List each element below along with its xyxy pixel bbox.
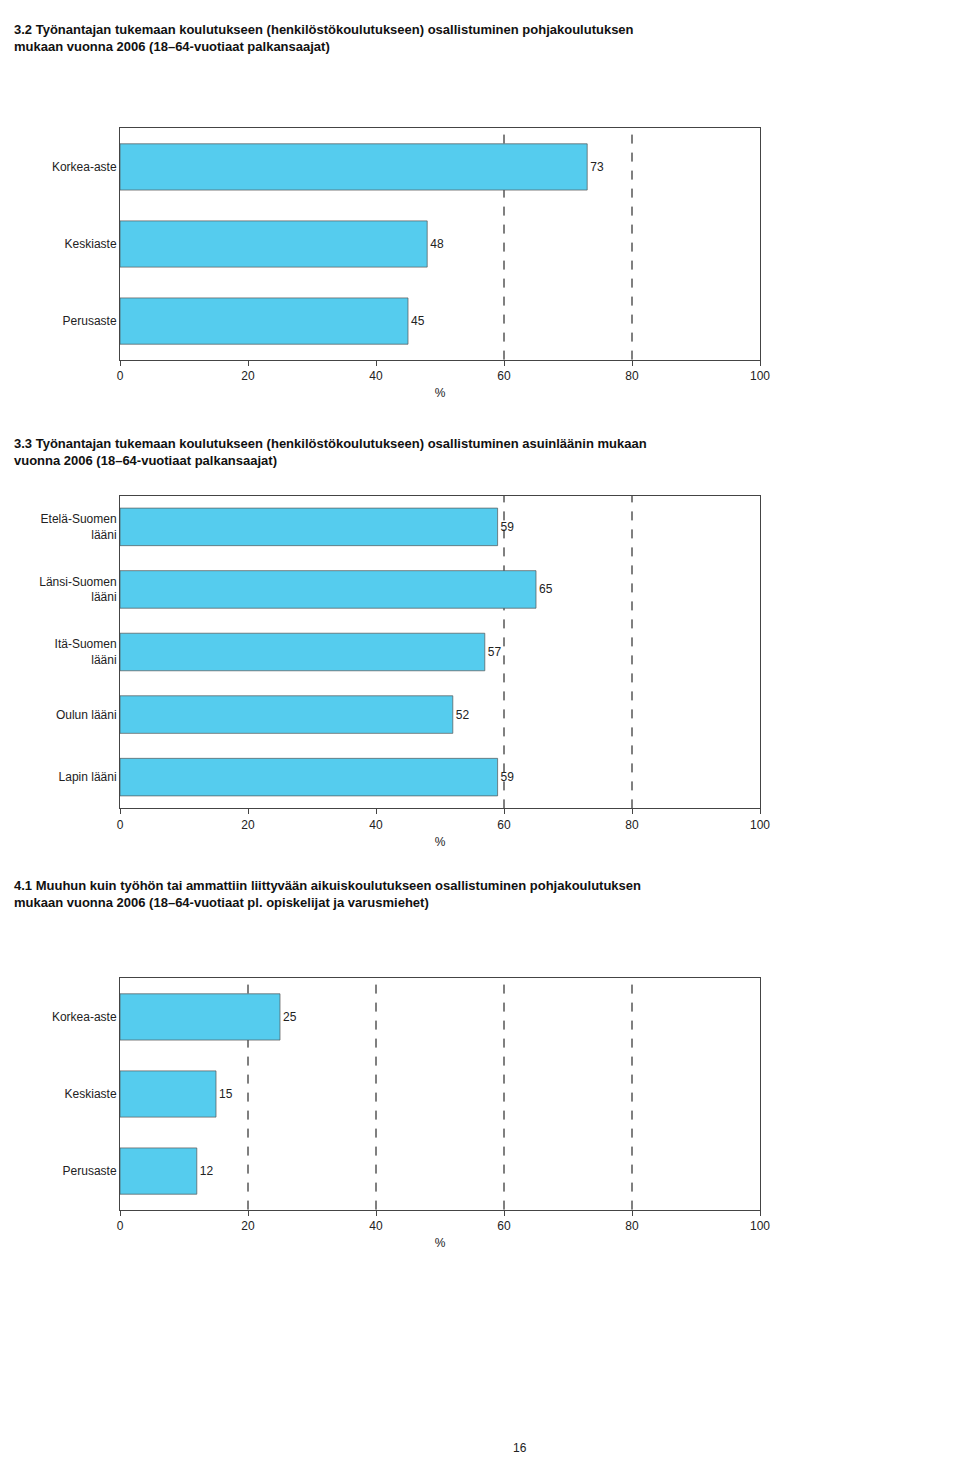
svg-text:100: 100 — [750, 818, 770, 832]
svg-text:59: 59 — [501, 520, 515, 534]
svg-text:20: 20 — [241, 818, 255, 832]
svg-text:Länsi-Suomenlääni: Länsi-Suomenlääni — [39, 575, 116, 605]
svg-text:%: % — [435, 835, 446, 849]
svg-text:48: 48 — [430, 237, 444, 251]
svg-text:%: % — [435, 1236, 446, 1250]
svg-text:100: 100 — [750, 369, 770, 383]
svg-text:20: 20 — [241, 369, 255, 383]
svg-text:Perusaste: Perusaste — [63, 1164, 117, 1178]
svg-text:40: 40 — [369, 369, 383, 383]
svg-text:59: 59 — [501, 770, 515, 784]
svg-text:60: 60 — [497, 818, 511, 832]
svg-text:57: 57 — [488, 645, 502, 659]
svg-text:20: 20 — [241, 1219, 255, 1233]
svg-text:%: % — [435, 386, 446, 400]
svg-text:100: 100 — [750, 1219, 770, 1233]
svg-text:80: 80 — [625, 1219, 639, 1233]
svg-text:45: 45 — [411, 314, 425, 328]
svg-text:0: 0 — [117, 818, 124, 832]
svg-text:Lapin lääni: Lapin lääni — [59, 770, 117, 784]
svg-text:65: 65 — [539, 582, 553, 596]
svg-text:3.3 Työnantajan tukemaan koulu: 3.3 Työnantajan tukemaan koulutukseen (h… — [14, 436, 647, 468]
svg-text:73: 73 — [590, 160, 604, 174]
svg-text:0: 0 — [117, 1219, 124, 1233]
svg-text:25: 25 — [283, 1010, 297, 1024]
svg-text:Keskiaste: Keskiaste — [65, 1087, 117, 1101]
svg-text:52: 52 — [456, 708, 470, 722]
svg-text:Itä-Suomenlääni: Itä-Suomenlääni — [55, 637, 117, 667]
svg-text:Oulun lääni: Oulun lääni — [56, 708, 117, 722]
svg-text:Korkea-aste: Korkea-aste — [52, 160, 117, 174]
svg-text:40: 40 — [369, 818, 383, 832]
svg-text:16: 16 — [513, 1441, 527, 1455]
svg-text:Perusaste: Perusaste — [63, 314, 117, 328]
svg-text:12: 12 — [200, 1164, 214, 1178]
svg-text:Keskiaste: Keskiaste — [65, 237, 117, 251]
svg-text:80: 80 — [625, 369, 639, 383]
svg-text:3.2 Työnantajan tukemaan koulu: 3.2 Työnantajan tukemaan koulutukseen (h… — [14, 22, 634, 54]
svg-text:60: 60 — [497, 1219, 511, 1233]
svg-text:40: 40 — [369, 1219, 383, 1233]
svg-text:0: 0 — [117, 369, 124, 383]
svg-text:4.1 Muuhun kuin työhön tai amm: 4.1 Muuhun kuin työhön tai ammattiin lii… — [14, 878, 641, 910]
svg-text:60: 60 — [497, 369, 511, 383]
svg-text:80: 80 — [625, 818, 639, 832]
svg-text:15: 15 — [219, 1087, 233, 1101]
svg-text:Etelä-Suomenlääni: Etelä-Suomenlääni — [41, 512, 117, 542]
svg-text:Korkea-aste: Korkea-aste — [52, 1010, 117, 1024]
